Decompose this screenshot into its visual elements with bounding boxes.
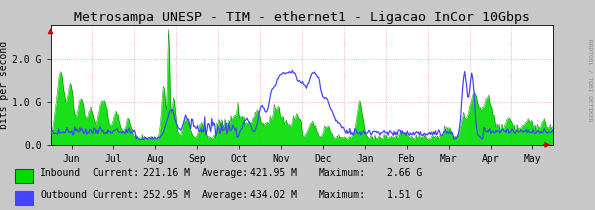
Text: 252.95 M: 252.95 M bbox=[143, 190, 190, 200]
Title: Metrosampa UNESP - TIM - ethernet1 - Ligacao InCor 10Gbps: Metrosampa UNESP - TIM - ethernet1 - Lig… bbox=[74, 11, 530, 24]
Text: Average:: Average: bbox=[202, 190, 249, 200]
Text: 434.02 M: 434.02 M bbox=[250, 190, 297, 200]
Text: RRDTOOL / TOBI OETIKER: RRDTOOL / TOBI OETIKER bbox=[588, 39, 593, 121]
Text: Average:: Average: bbox=[202, 168, 249, 178]
Text: Outbound: Outbound bbox=[40, 190, 87, 200]
Text: Maximum:: Maximum: bbox=[318, 168, 365, 178]
Text: 1.51 G: 1.51 G bbox=[387, 190, 422, 200]
Text: 221.16 M: 221.16 M bbox=[143, 168, 190, 178]
Text: 421.95 M: 421.95 M bbox=[250, 168, 297, 178]
Text: Current:: Current: bbox=[92, 168, 139, 178]
Y-axis label: bits per second: bits per second bbox=[0, 41, 10, 129]
Text: Maximum:: Maximum: bbox=[318, 190, 365, 200]
Text: 2.66 G: 2.66 G bbox=[387, 168, 422, 178]
Text: Inbound: Inbound bbox=[40, 168, 82, 178]
Text: Current:: Current: bbox=[92, 190, 139, 200]
